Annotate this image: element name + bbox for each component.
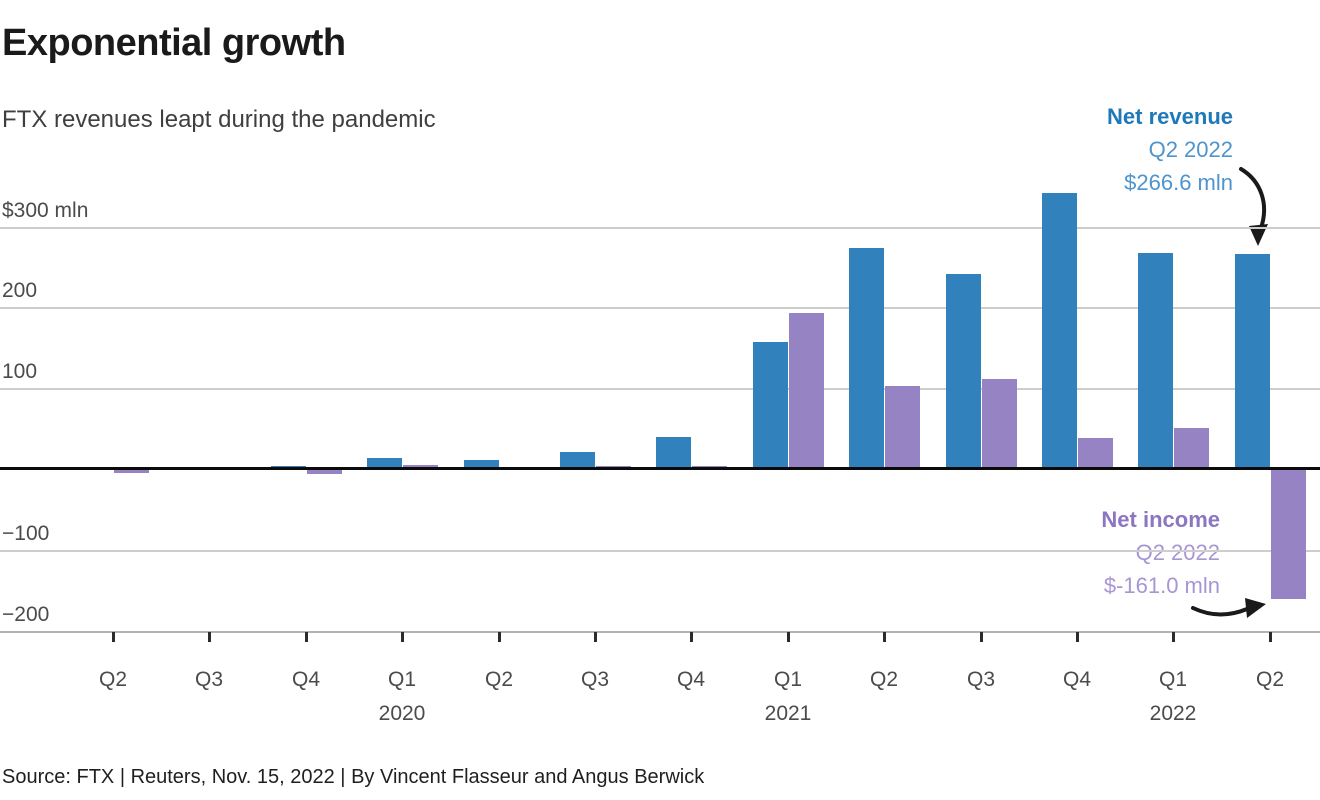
x-axis-year-2020: 2020 <box>378 702 426 725</box>
x-axis-label-q1-2022: Q1 <box>1158 668 1187 691</box>
x-tick-q1-2022 <box>1172 632 1175 642</box>
bar-net-income-q1-2022 <box>1174 428 1209 469</box>
net-income-quarter: Q2 2022 <box>1135 540 1220 565</box>
x-tick-q4-2021 <box>1076 632 1079 642</box>
x-tick-q1-2021 <box>787 632 790 642</box>
x-axis-label-q2-2021: Q2 <box>869 668 898 691</box>
bar-net-revenue-q2-2022 <box>1235 254 1270 469</box>
gridline-200 <box>0 307 1320 309</box>
net-revenue-annotation: Net revenue Q2 2022 $266.6 mln <box>1107 100 1233 199</box>
bar-net-revenue-q1-2020 <box>367 458 402 469</box>
y-axis-label--200: −200 <box>2 603 50 626</box>
x-axis-label-q1-2021: Q1 <box>773 668 802 691</box>
x-tick-q2-2022 <box>1269 632 1272 642</box>
bar-net-income-q1-2021 <box>789 313 824 469</box>
x-tick-q2-2020 <box>498 632 501 642</box>
gridline--100 <box>0 550 1320 552</box>
x-axis-label-q3-2020: Q3 <box>580 668 609 691</box>
x-tick-q3-2019 <box>208 632 211 642</box>
x-axis-label-q2-2022: Q2 <box>1255 668 1284 691</box>
y-axis-label-300: $300 mln <box>2 199 89 222</box>
x-tick-q1-2020 <box>401 632 404 642</box>
y-axis-label--100: −100 <box>2 522 50 545</box>
chart-title: Exponential growth <box>2 22 346 64</box>
bar-net-revenue-q4-2020 <box>656 437 691 469</box>
bar-net-revenue-q3-2020 <box>560 452 595 469</box>
net-revenue-label: Net revenue <box>1107 104 1233 129</box>
bar-net-income-q3-2021 <box>982 379 1017 469</box>
x-axis-year-2022: 2022 <box>1149 702 1197 725</box>
x-tick-q4-2019 <box>305 632 308 642</box>
bar-net-income-q2-2019 <box>114 469 149 473</box>
x-axis-label-q4-2019: Q4 <box>291 668 320 691</box>
net-revenue-value: $266.6 mln <box>1124 170 1233 195</box>
x-axis-line <box>0 631 1320 633</box>
gridline-300 <box>0 227 1320 229</box>
x-tick-q3-2021 <box>980 632 983 642</box>
x-axis-label-q4-2021: Q4 <box>1062 668 1091 691</box>
x-tick-q3-2020 <box>594 632 597 642</box>
y-axis-label-200: 200 <box>2 279 38 302</box>
bar-net-income-q2-2021 <box>885 386 920 469</box>
bar-net-income-q2-2022 <box>1271 469 1306 599</box>
bar-net-revenue-q1-2021 <box>753 342 788 469</box>
y-axis-label-100: 100 <box>2 360 38 383</box>
bar-net-revenue-q1-2022 <box>1138 253 1173 469</box>
zero-line <box>0 467 1320 470</box>
net-income-value: $-161.0 mln <box>1103 573 1220 598</box>
bar-net-revenue-q2-2021 <box>849 248 884 469</box>
x-tick-q2-2019 <box>112 632 115 642</box>
bar-net-revenue-q2-2020 <box>464 460 499 469</box>
source-attribution: Source: FTX | Reuters, Nov. 15, 2022 | B… <box>2 766 705 788</box>
net-revenue-arrow-icon <box>1239 167 1268 246</box>
net-income-label: Net income <box>1101 507 1220 532</box>
bar-net-revenue-q4-2021 <box>1042 193 1077 469</box>
x-tick-q2-2021 <box>883 632 886 642</box>
x-axis-label-q3-2021: Q3 <box>966 668 995 691</box>
x-axis-label-q3-2019: Q3 <box>194 668 223 691</box>
gridline-100 <box>0 388 1320 390</box>
bar-net-revenue-q3-2021 <box>946 274 981 469</box>
x-axis-label-q4-2020: Q4 <box>676 668 705 691</box>
bar-net-income-q4-2021 <box>1078 438 1113 469</box>
x-axis-label-q2-2020: Q2 <box>484 668 513 691</box>
chart-subtitle: FTX revenues leapt during the pandemic <box>2 106 436 133</box>
bar-net-income-q4-2019 <box>307 469 342 474</box>
net-revenue-quarter: Q2 2022 <box>1148 137 1233 162</box>
x-axis-label-q1-2020: Q1 <box>387 668 416 691</box>
x-tick-q4-2020 <box>690 632 693 642</box>
x-axis-year-2021: 2021 <box>764 702 812 725</box>
x-axis-label-q2-2019: Q2 <box>98 668 127 691</box>
net-income-annotation: Net income Q2 2022 $-161.0 mln <box>1101 503 1220 602</box>
